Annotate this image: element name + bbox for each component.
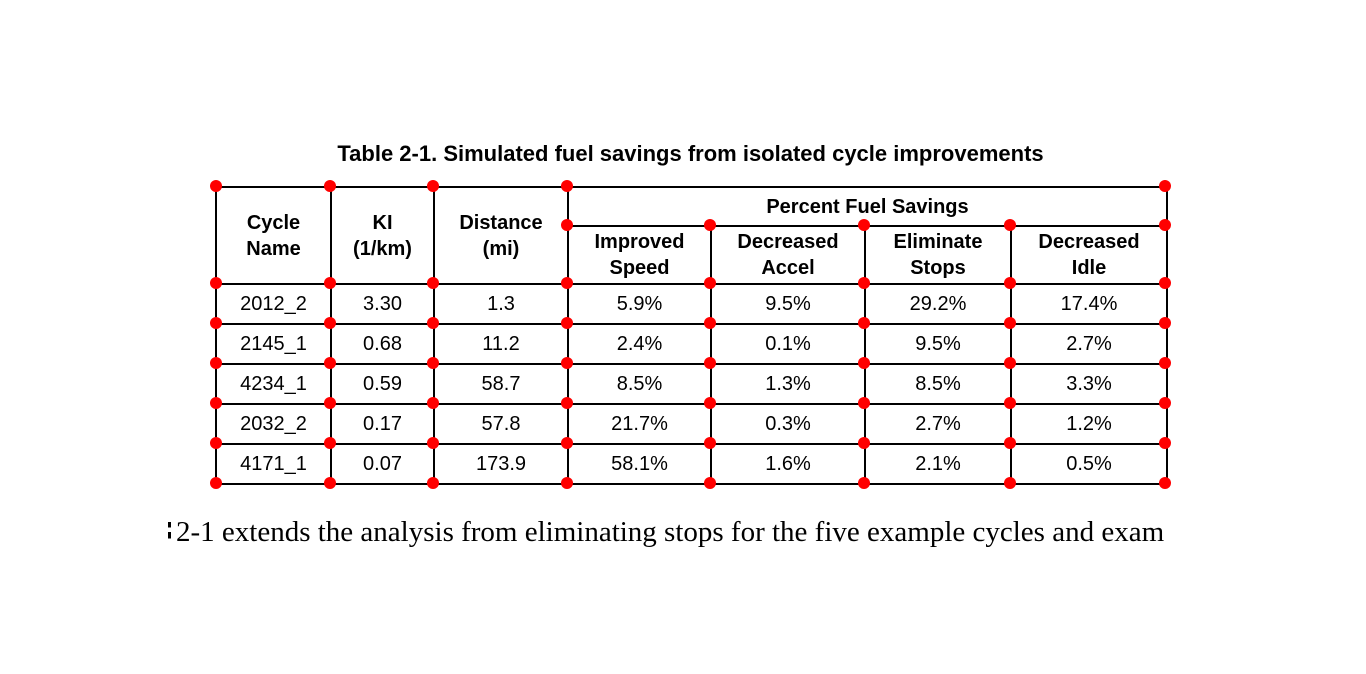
cell-improved-speed: 21.7% <box>567 403 712 445</box>
body-text: 2-1 extends the analysis from eliminatin… <box>176 516 1165 548</box>
cell-eliminate-stops: 2.7% <box>864 403 1012 445</box>
table-row: 2032_2 0.17 57.8 21.7% 0.3% 2.7% 1.2% <box>215 403 1168 445</box>
cell-eliminate-stops: 29.2% <box>864 283 1012 325</box>
col-header-eliminate-stops: Eliminate Stops <box>864 225 1012 285</box>
cell-cycle-name: 4234_1 <box>215 363 332 405</box>
cell-eliminate-stops: 2.1% <box>864 443 1012 485</box>
col-header-distance: Distance (mi) <box>433 186 569 285</box>
col-header-decreased-accel: Decreased Accel <box>710 225 866 285</box>
cell-ki: 3.30 <box>330 283 435 325</box>
table-row: 2012_2 3.30 1.3 5.9% 9.5% 29.2% 17.4% <box>215 283 1168 325</box>
cell-eliminate-stops: 9.5% <box>864 323 1012 365</box>
cell-decreased-idle: 0.5% <box>1010 443 1168 485</box>
header-row-sub: Improved Speed Decreased Accel Eliminate… <box>216 225 1168 285</box>
cell-decreased-idle: 3.3% <box>1010 363 1168 405</box>
cell-decreased-accel: 1.6% <box>710 443 866 485</box>
cell-decreased-accel: 0.1% <box>710 323 866 365</box>
col-header-cycle-name: Cycle Name <box>215 186 332 285</box>
table-row: 4234_1 0.59 58.7 8.5% 1.3% 8.5% 3.3% <box>215 363 1168 405</box>
cell-decreased-idle: 17.4% <box>1010 283 1168 325</box>
cell-decreased-accel: 0.3% <box>710 403 866 445</box>
cell-cycle-name: 2032_2 <box>215 403 332 445</box>
cell-decreased-accel: 9.5% <box>710 283 866 325</box>
group-header-percent-fuel-savings: Percent Fuel Savings <box>567 186 1168 227</box>
col-header-ki: KI (1/km) <box>330 186 435 285</box>
cell-decreased-idle: 2.7% <box>1010 323 1168 365</box>
cell-ki: 0.17 <box>330 403 435 445</box>
cell-distance: 1.3 <box>433 283 569 325</box>
cell-improved-speed: 2.4% <box>567 323 712 365</box>
cell-distance: 11.2 <box>433 323 569 365</box>
clipped-letter-fragment <box>168 522 171 541</box>
cell-decreased-idle: 1.2% <box>1010 403 1168 445</box>
cell-ki: 0.68 <box>330 323 435 365</box>
table-row: 2145_1 0.68 11.2 2.4% 0.1% 9.5% 2.7% <box>215 323 1168 365</box>
fuel-savings-table: Cycle Name KI (1/km) Distance (mi) Perce… <box>215 186 1168 485</box>
cell-distance: 57.8 <box>433 403 569 445</box>
cell-ki: 0.59 <box>330 363 435 405</box>
col-header-improved-speed: Improved Speed <box>567 225 712 285</box>
body-text-line: 2-1 extends the analysis from eliminatin… <box>168 512 1164 552</box>
cell-distance: 173.9 <box>433 443 569 485</box>
table-row: 4171_1 0.07 173.9 58.1% 1.6% 2.1% 0.5% <box>215 443 1168 485</box>
header-row-group: Cycle Name KI (1/km) Distance (mi) Perce… <box>215 186 1168 285</box>
cell-improved-speed: 8.5% <box>567 363 712 405</box>
col-header-decreased-idle: Decreased Idle <box>1010 225 1168 285</box>
cell-distance: 58.7 <box>433 363 569 405</box>
cell-improved-speed: 58.1% <box>567 443 712 485</box>
cell-cycle-name: 4171_1 <box>215 443 332 485</box>
table-title: Table 2-1. Simulated fuel savings from i… <box>337 141 1044 166</box>
cell-cycle-name: 2012_2 <box>215 283 332 325</box>
cell-cycle-name: 2145_1 <box>215 323 332 365</box>
cell-ki: 0.07 <box>330 443 435 485</box>
cell-decreased-accel: 1.3% <box>710 363 866 405</box>
cell-eliminate-stops: 8.5% <box>864 363 1012 405</box>
cell-improved-speed: 5.9% <box>567 283 712 325</box>
